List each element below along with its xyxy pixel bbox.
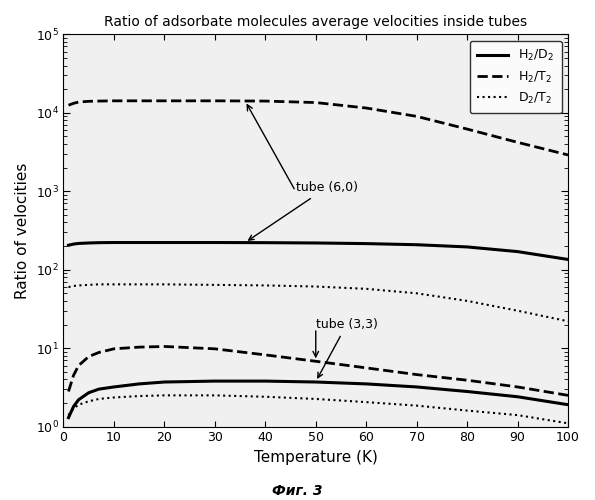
Text: tube (3,3): tube (3,3) bbox=[316, 318, 378, 378]
Y-axis label: Ratio of velocities: Ratio of velocities bbox=[15, 162, 30, 298]
Legend: H$_2$/D$_2$, H$_2$/T$_2$, D$_2$/T$_2$: H$_2$/D$_2$, H$_2$/T$_2$, D$_2$/T$_2$ bbox=[469, 40, 562, 114]
X-axis label: Temperature (K): Temperature (K) bbox=[254, 450, 378, 465]
Text: tube (6,0): tube (6,0) bbox=[249, 181, 358, 240]
Text: Фиг. 3: Фиг. 3 bbox=[273, 484, 322, 498]
Title: Ratio of adsorbate molecules average velocities inside tubes: Ratio of adsorbate molecules average vel… bbox=[104, 15, 527, 29]
